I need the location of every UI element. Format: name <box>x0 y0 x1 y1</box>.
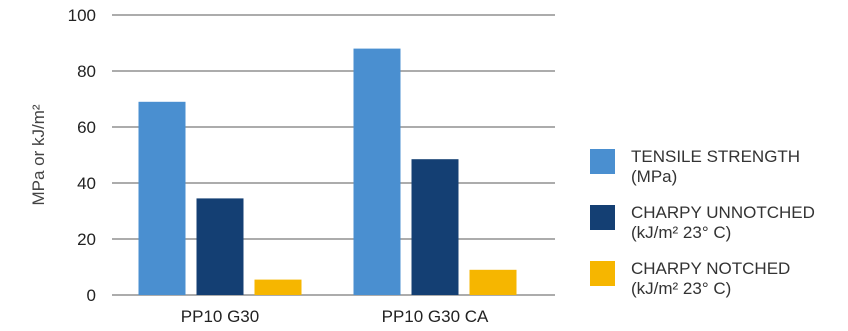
bar-3-2 <box>469 269 517 295</box>
y-tick-labels: 0 20 40 60 80 100 <box>68 6 96 305</box>
legend-label: (MPa) <box>631 167 677 186</box>
y-tick-label: 20 <box>77 230 96 249</box>
category-label: PP10 G30 CA <box>382 307 489 326</box>
legend-label: CHARPY NOTCHED <box>631 259 790 278</box>
category-labels: PP10 G30 PP10 G30 CA <box>181 307 489 326</box>
legend-swatch <box>590 261 615 286</box>
category-label: PP10 G30 <box>181 307 259 326</box>
legend-label: TENSILE STRENGTH <box>631 147 800 166</box>
legend-label: (kJ/m² 23° C) <box>631 279 731 298</box>
y-tick-label: 0 <box>87 286 96 305</box>
legend-swatch <box>590 205 615 230</box>
bar-1-2 <box>353 48 401 295</box>
bars <box>138 48 517 295</box>
y-tick-label: 40 <box>77 174 96 193</box>
bar-3-1 <box>254 279 302 295</box>
y-axis-title: MPa or kJ/m² <box>29 104 48 205</box>
bar-2-1 <box>196 198 244 295</box>
y-tick-label: 100 <box>68 6 96 25</box>
legend: TENSILE STRENGTH(MPa)CHARPY UNNOTCHED(kJ… <box>590 147 815 298</box>
bar-2-2 <box>411 159 459 295</box>
legend-label: CHARPY UNNOTCHED <box>631 203 815 222</box>
bar-1-1 <box>138 101 186 295</box>
y-tick-label: 80 <box>77 62 96 81</box>
y-tick-label: 60 <box>77 118 96 137</box>
legend-swatch <box>590 149 615 174</box>
legend-label: (kJ/m² 23° C) <box>631 223 731 242</box>
